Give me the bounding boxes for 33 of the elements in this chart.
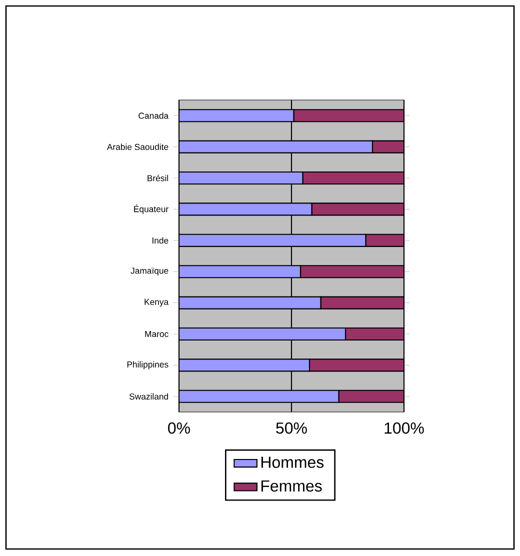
bar bbox=[179, 171, 304, 185]
bar bbox=[302, 171, 404, 185]
y-tick-label: Maroc bbox=[145, 330, 168, 338]
bar bbox=[179, 265, 302, 278]
bar bbox=[344, 327, 404, 341]
bar bbox=[179, 296, 322, 310]
y-tick-label: Brésil bbox=[148, 174, 168, 182]
x-tick-label: 50% bbox=[276, 422, 307, 434]
y-tick-label: Équateur bbox=[134, 204, 168, 214]
y-tick-label: Swaziland bbox=[129, 393, 168, 400]
bar bbox=[179, 358, 310, 372]
bar bbox=[320, 296, 404, 310]
y-tick-label: Jamaïque bbox=[130, 268, 168, 276]
bar bbox=[179, 234, 366, 247]
x-tick-label: 0% bbox=[168, 422, 190, 434]
bar bbox=[311, 202, 404, 216]
legend-label: Hommes bbox=[261, 456, 324, 468]
y-tick-label: Philippines bbox=[127, 361, 168, 370]
y-tick-label: Inde bbox=[152, 237, 168, 244]
y-tick-label: Kenya bbox=[144, 298, 169, 307]
x-tick-label: 100% bbox=[384, 422, 424, 434]
bar bbox=[179, 140, 374, 154]
bar bbox=[300, 265, 404, 278]
y-tick-label: Canada bbox=[138, 112, 169, 119]
bar bbox=[179, 202, 312, 216]
bar bbox=[308, 358, 404, 372]
legend-label: Femmes bbox=[261, 480, 322, 492]
bar bbox=[179, 327, 346, 341]
bar bbox=[179, 390, 340, 403]
bar bbox=[179, 109, 294, 122]
y-tick-label: Arabie Saoudite bbox=[106, 144, 168, 150]
bar bbox=[293, 109, 404, 122]
bar bbox=[338, 390, 404, 403]
